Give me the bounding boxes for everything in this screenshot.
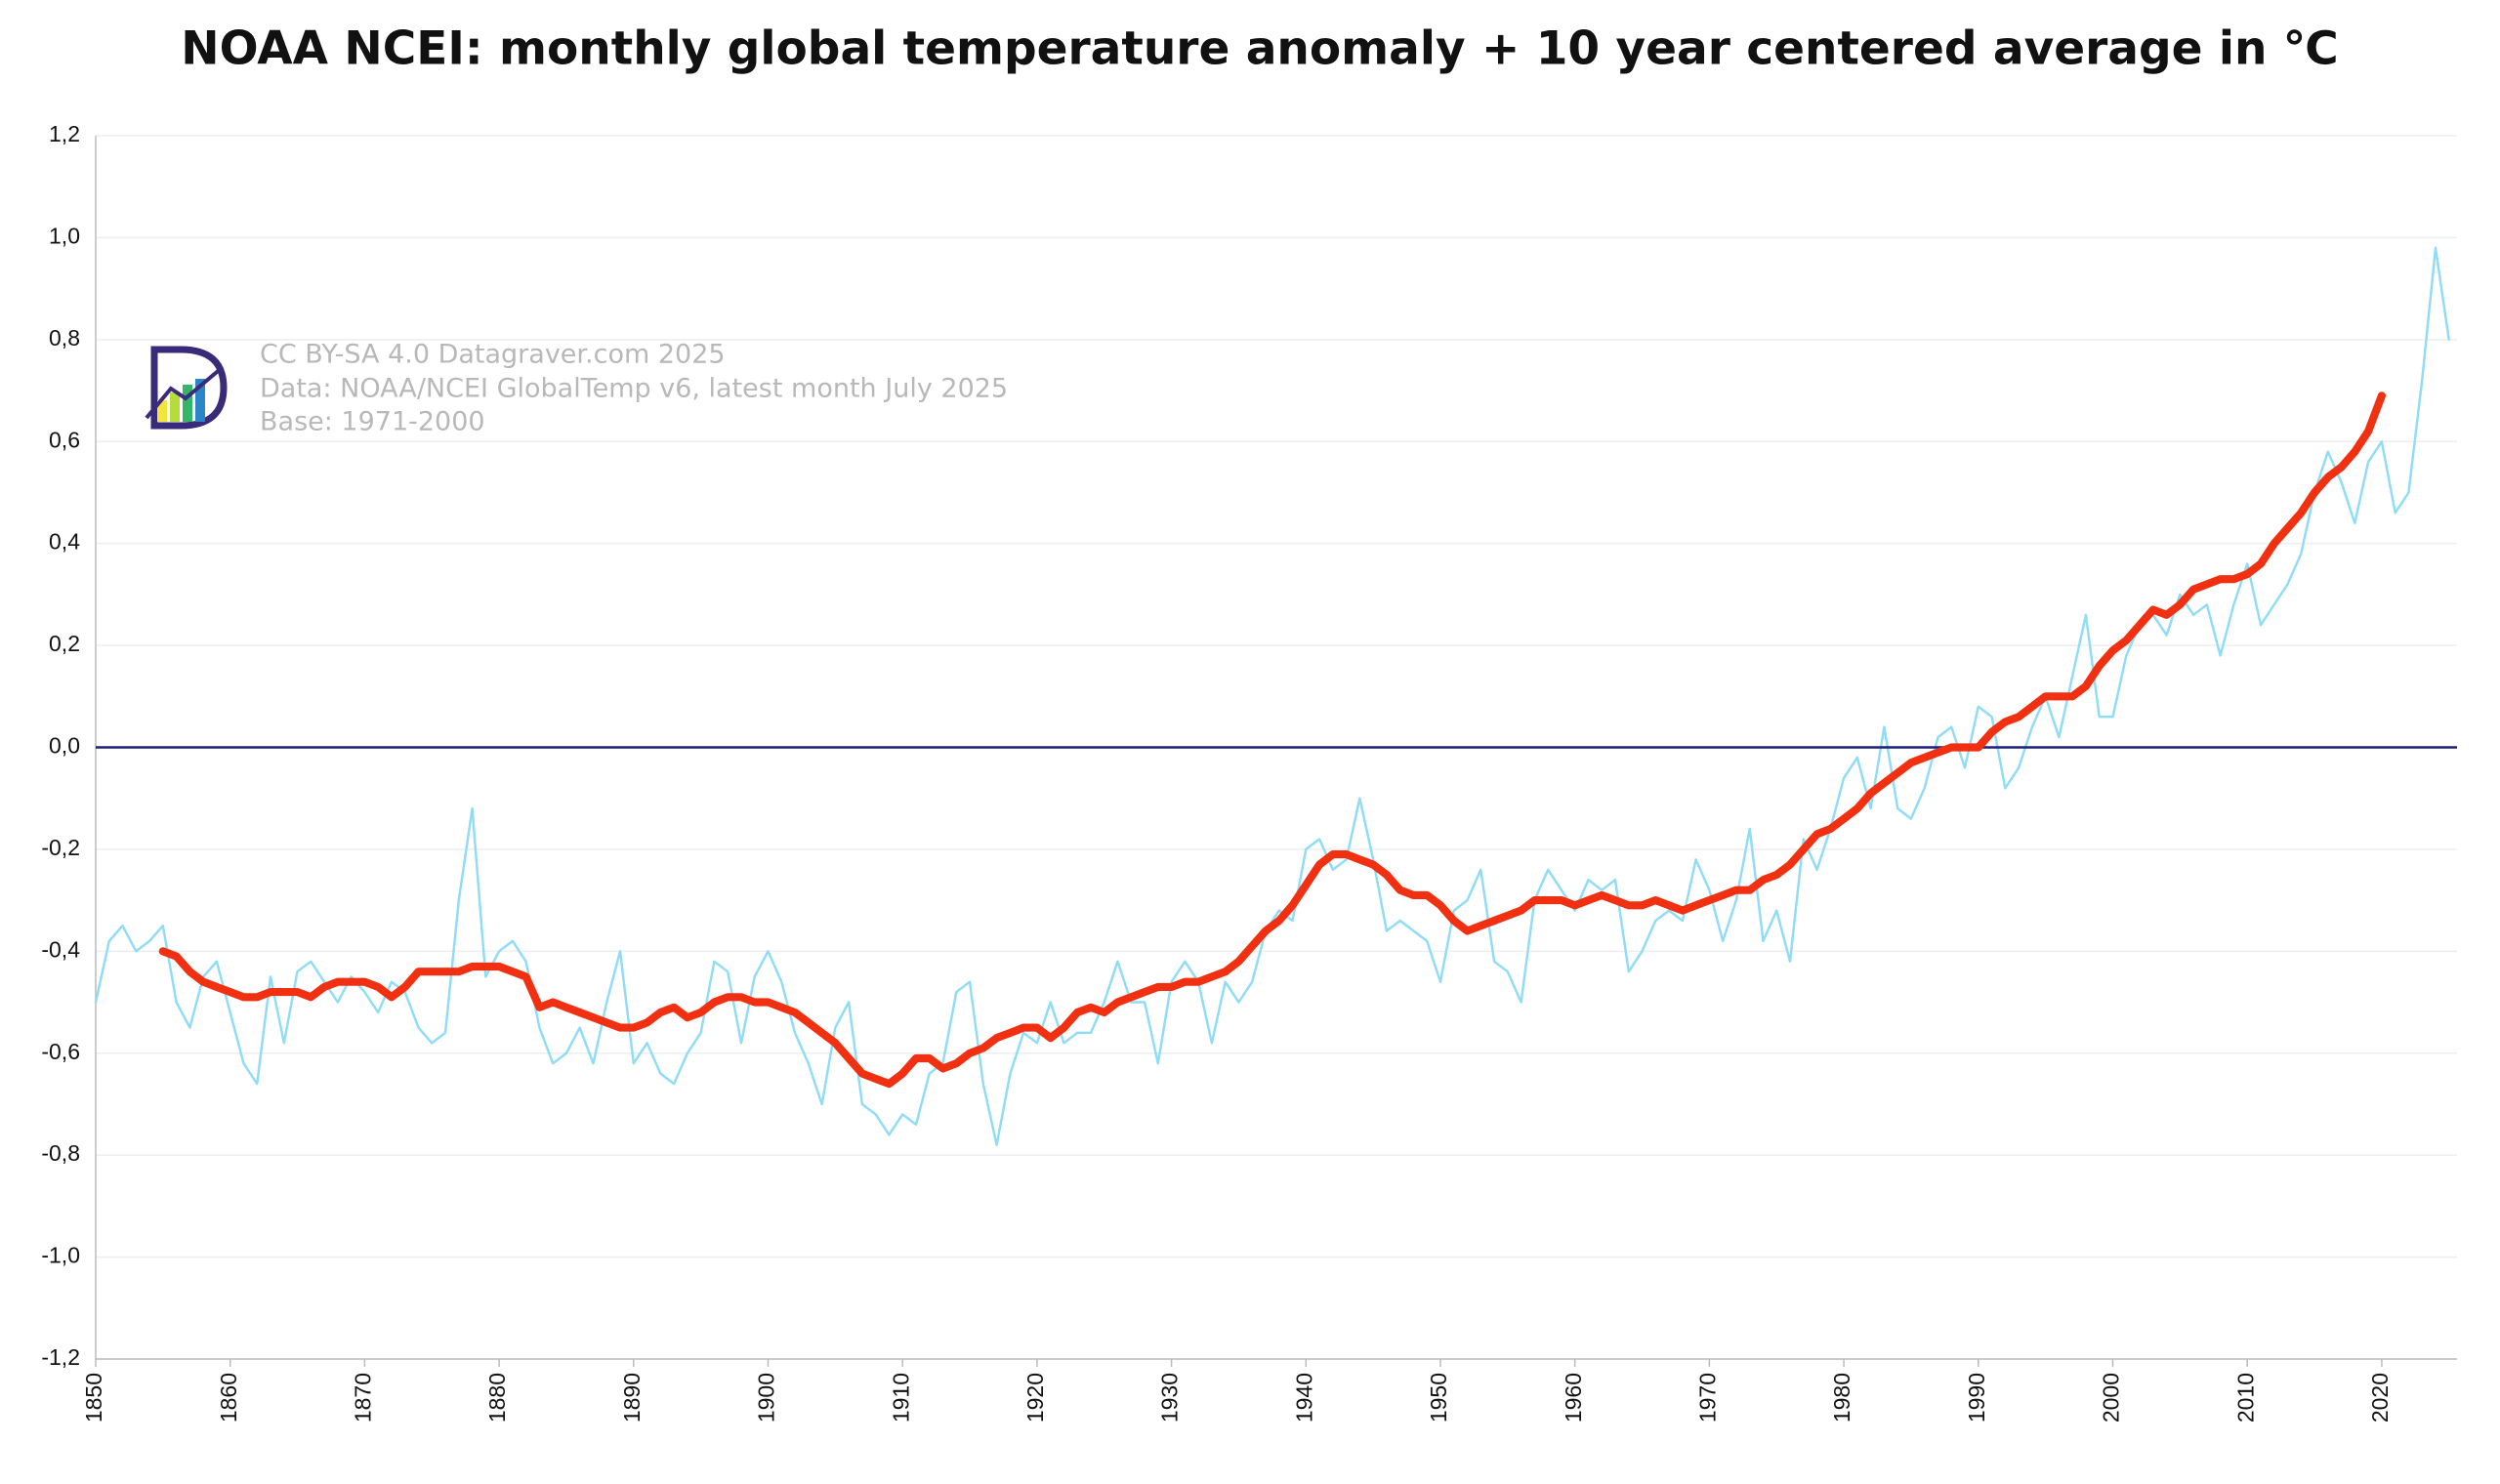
x-tick-label: 1920 — [1022, 1373, 1048, 1422]
x-tick-label: 1930 — [1157, 1373, 1183, 1422]
logo — [145, 346, 228, 430]
x-tick-label: 2020 — [2367, 1373, 2393, 1422]
y-tick-label: 0,6 — [49, 427, 80, 452]
y-tick-label: -1,2 — [41, 1344, 80, 1370]
y-tick-label: 0,0 — [49, 733, 80, 759]
y-tick-label: -0,8 — [41, 1140, 80, 1166]
annotation: Base: 1971-2000 — [260, 407, 485, 437]
x-tick-label: 1970 — [1694, 1373, 1720, 1422]
x-tick-label: 1980 — [1829, 1373, 1854, 1422]
y-tick-label: 0,4 — [49, 529, 80, 555]
x-tick-label: 1870 — [350, 1373, 375, 1422]
y-tick-label: -0,6 — [41, 1039, 80, 1064]
y-tick-label: 0,8 — [49, 325, 80, 350]
x-tick-label: 1890 — [619, 1373, 645, 1422]
x-tick-label: 1940 — [1291, 1373, 1316, 1422]
x-tick-label: 1850 — [81, 1373, 106, 1422]
y-tick-label: 1,2 — [49, 121, 80, 146]
x-tick-label: 1990 — [1964, 1373, 1989, 1422]
annotation: CC BY-SA 4.0 Datagraver.com 2025 — [260, 340, 726, 370]
x-tick-label: 1950 — [1426, 1373, 1451, 1422]
series-line — [94, 246, 2450, 1146]
x-tick-label: 1900 — [754, 1373, 779, 1422]
x-tick-label: 2010 — [2232, 1373, 2258, 1422]
chart-title: NOAA NCEI: monthly global temperature an… — [181, 22, 2338, 76]
y-tick-label: -1,0 — [41, 1243, 80, 1268]
annotation: Data: NOAA/NCEI GlobalTemp v6, latest mo… — [260, 374, 1008, 404]
x-tick-label: 2000 — [2099, 1373, 2124, 1422]
x-tick-label: 1960 — [1561, 1373, 1586, 1422]
y-tick-label: -0,2 — [41, 835, 80, 860]
y-tick-label: -0,4 — [41, 936, 80, 962]
y-tick-label: 0,2 — [49, 631, 80, 656]
x-tick-label: 1860 — [216, 1373, 241, 1422]
x-tick-label: 1880 — [484, 1373, 510, 1422]
y-tick-label: 1,0 — [49, 223, 80, 248]
series-line — [158, 392, 2386, 1089]
x-tick-label: 1910 — [888, 1373, 913, 1422]
